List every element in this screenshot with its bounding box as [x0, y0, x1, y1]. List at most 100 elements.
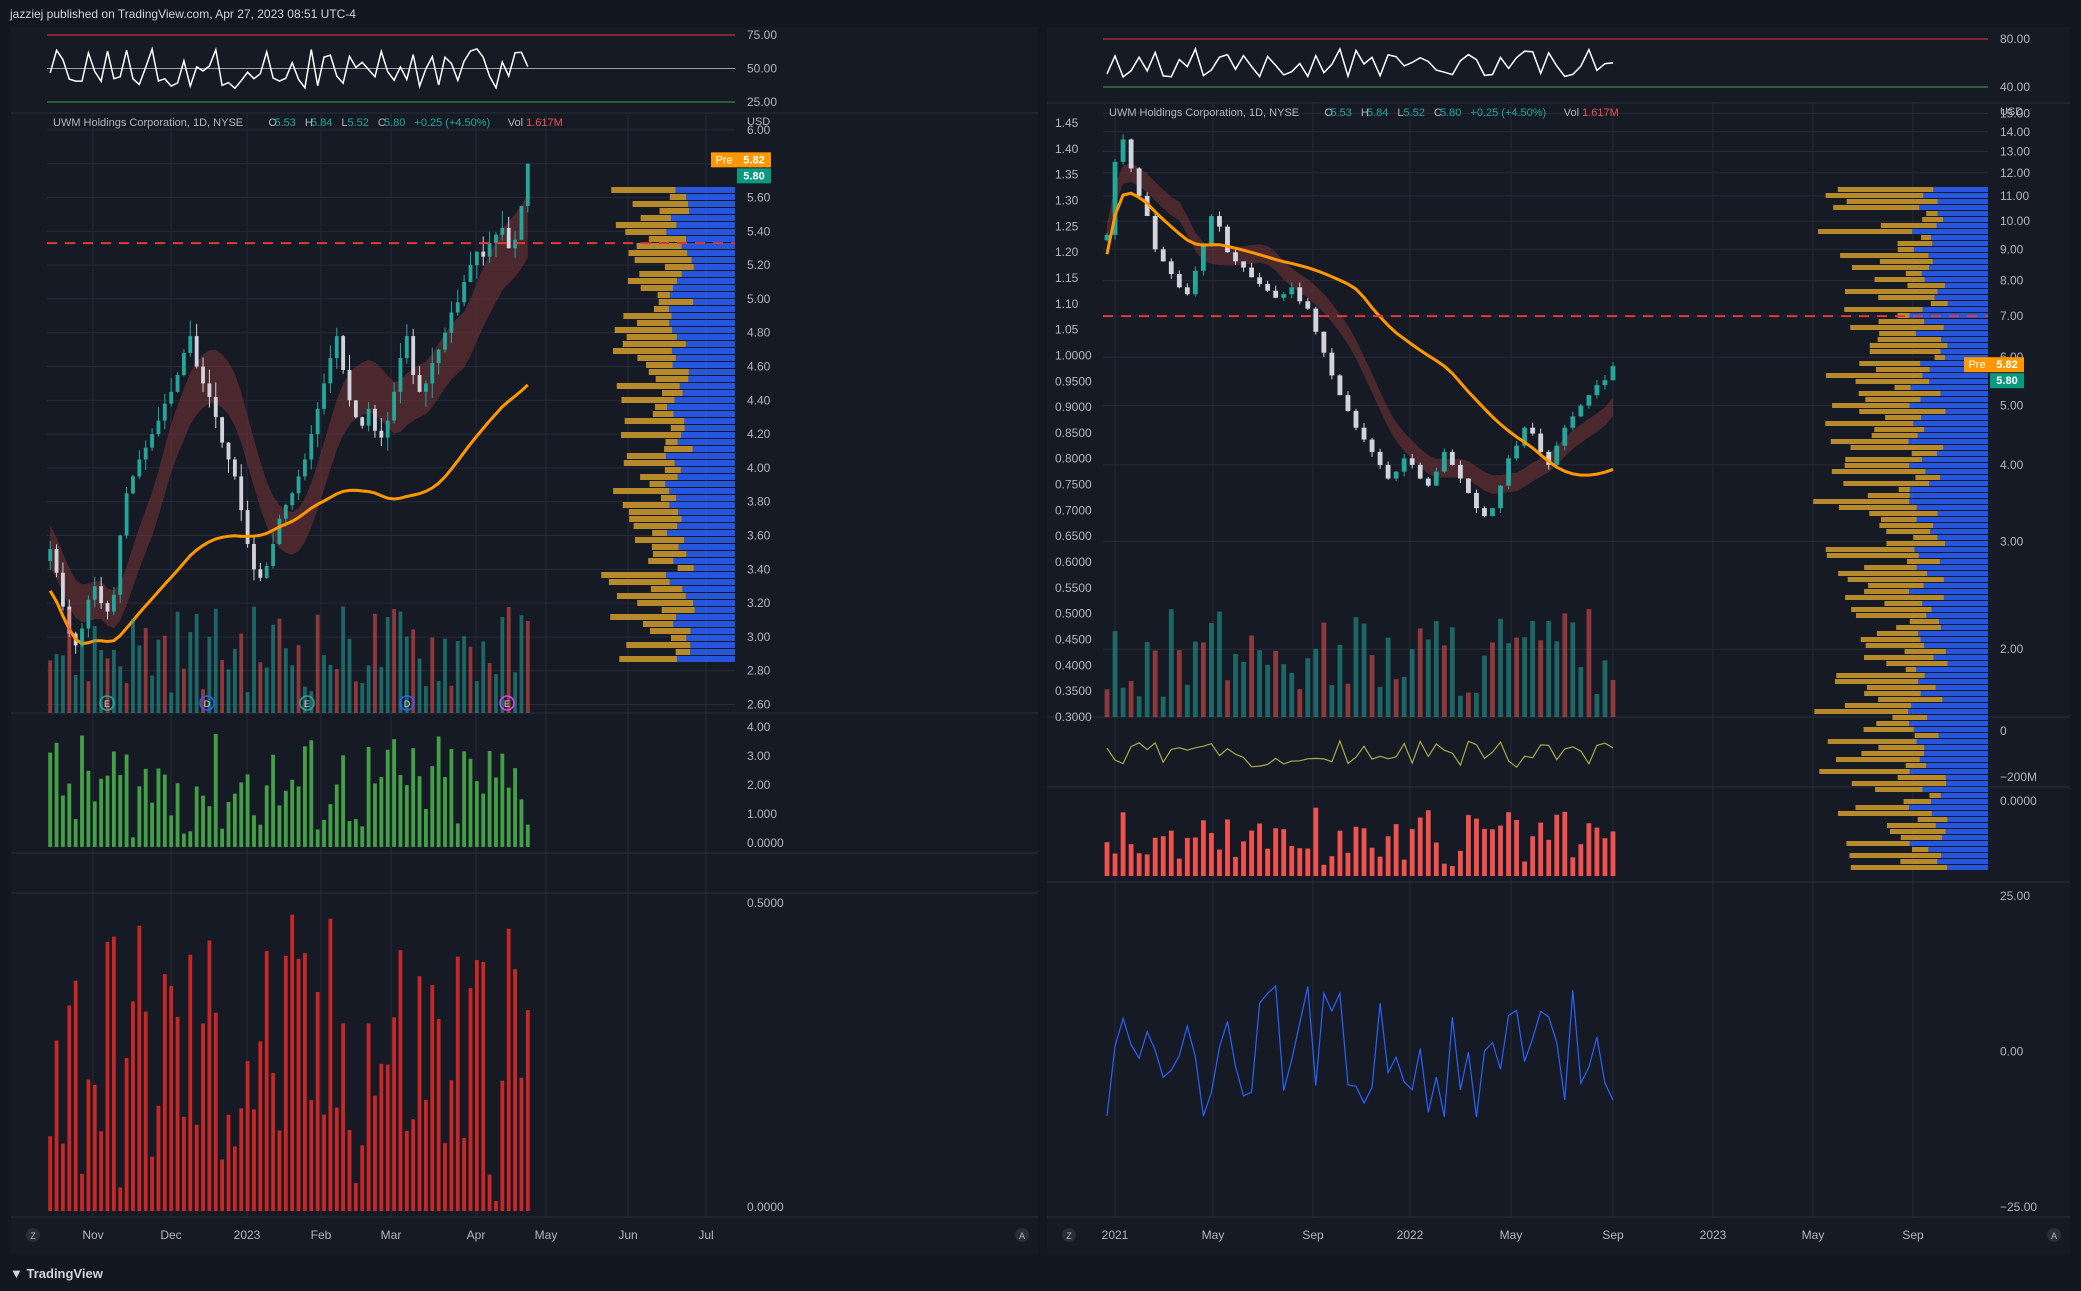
volume-profile-bar [1920, 361, 1988, 366]
left-chart-panel[interactable]: Nov Dec 2023 Feb Mar Apr May Jun Jul 6.00 5.80 5.60… [11, 27, 1038, 1255]
indicator-bar [1120, 812, 1126, 876]
volume-bar [194, 613, 199, 713]
price-tick-label: 3.80 [747, 495, 771, 509]
volume-profile-bar [1840, 253, 1929, 258]
volume-profile-bar [1937, 859, 1988, 864]
candle-body [1353, 410, 1359, 428]
indicator-bar [175, 1016, 180, 1211]
volume-bar [213, 608, 218, 713]
volume-profile-bar [1909, 499, 1988, 504]
indicator-bar [1474, 818, 1479, 876]
volume-profile-bar [612, 348, 672, 354]
volume-profile-bar [693, 264, 735, 270]
legend-open: 5.53 [275, 117, 296, 129]
price-tag-value: 5.82 [1996, 359, 2017, 371]
indicator-bar [54, 742, 59, 847]
zoom-button-label: Z [30, 1231, 36, 1241]
volume-profile-bar [686, 635, 735, 641]
indicator-bar [54, 1040, 59, 1211]
volume-profile-bar [1925, 469, 1988, 474]
volume-profile-bar [1922, 307, 1988, 312]
volume-profile-bar [640, 215, 671, 221]
candle-body [1184, 287, 1190, 295]
indicator-bar [1241, 841, 1246, 876]
indicator-bar [80, 1173, 84, 1211]
indicator-bar [137, 925, 142, 1211]
price-tick-label: 3.40 [747, 562, 771, 576]
indicator-bar [105, 775, 110, 847]
indicator-bar [80, 735, 84, 847]
volume-bar [1152, 650, 1158, 717]
left-chart-svg[interactable]: Nov Dec 2023 Feb Mar Apr May Jun Jul 6.00 5.80 5.60… [11, 27, 1038, 1255]
price-tag-box [1990, 373, 2024, 389]
candle-body [443, 332, 447, 350]
candle-body [264, 565, 269, 578]
volume-profile-bar [1826, 373, 1923, 378]
volume-profile-bar [677, 656, 735, 662]
indicator-bar [506, 928, 511, 1211]
volume-profile-bar [1843, 481, 1930, 486]
indicator-bar [1249, 830, 1254, 876]
price-tick-label: 2.80 [747, 664, 771, 678]
volume-profile-bar [1879, 523, 1933, 528]
volume-bar [385, 617, 390, 713]
price-tick-label: 14.00 [2000, 125, 2030, 139]
indicator-bar [118, 775, 123, 847]
candle-body [303, 459, 307, 477]
volume-profile-bar [1894, 385, 1911, 390]
left-scale-tick: 1.45 [1055, 116, 1079, 130]
price-tag-value: 5.80 [743, 170, 764, 182]
volume-profile-bar [636, 243, 682, 249]
volume-bar [1289, 672, 1295, 717]
left-scale-tick: 0.5000 [1055, 607, 1092, 621]
right-chart-svg[interactable]: 2021 May Sep 2022 May Sep 2023 May Sep 15.00 14.00… [1047, 27, 2070, 1255]
volume-bar [118, 666, 123, 713]
volume-profile-bar [664, 446, 693, 452]
indicator-bar [99, 1131, 104, 1211]
indicator-bar [334, 1107, 339, 1211]
indicator-bar [462, 751, 467, 847]
volume-profile-bar [1876, 631, 1919, 636]
volume-profile-bar [649, 628, 691, 634]
left-scale-tick: 1.35 [1055, 168, 1079, 182]
volume-profile-bar [1918, 631, 1988, 636]
volume-profile-bar [653, 306, 670, 312]
candle-body [1417, 464, 1423, 479]
volume-profile-bar [673, 411, 735, 417]
volume-profile-bar [1941, 835, 1988, 840]
volume-profile-bar [1932, 241, 1988, 246]
candle-body [1112, 161, 1118, 235]
volume-profile-bar [664, 467, 681, 473]
volume-profile-bar [1869, 511, 1938, 516]
currency-label: USD [747, 116, 770, 128]
volume-profile-bar [693, 600, 735, 606]
price-tick-label: 4.80 [747, 326, 771, 340]
indicator-bar [334, 784, 339, 847]
volume-profile-bar [1833, 205, 1920, 210]
rsi-line [1106, 46, 1614, 79]
right-chart-panel[interactable]: 2021 May Sep 2022 May Sep 2023 May Sep 15.00 14.00… [1047, 27, 2070, 1255]
candle-body [1554, 445, 1560, 465]
volume-profile-bar [1927, 571, 1988, 576]
candle-body [1345, 395, 1351, 411]
candle-body [105, 603, 110, 612]
indicator-bar [392, 1017, 396, 1211]
volume-profile-bar [1905, 763, 1927, 768]
volume-profile-bar [637, 355, 676, 361]
candle-body [1449, 451, 1455, 465]
volume-bar [1602, 660, 1608, 717]
indicator-bar [1482, 828, 1487, 876]
volume-profile-bar [1922, 373, 1988, 378]
candle-body [328, 358, 333, 384]
volume-profile-bar [1943, 577, 1988, 582]
indicator-bar [1578, 844, 1584, 876]
volume-profile-bar [1838, 505, 1917, 510]
volume-profile-bar [1924, 319, 1988, 324]
volume-profile-bar [1844, 703, 1912, 708]
volume-profile-bar [657, 292, 670, 298]
candle-body [1337, 375, 1343, 396]
volume-profile-bar [672, 285, 735, 291]
indicator-bar [455, 823, 460, 847]
candle-body [1482, 508, 1487, 517]
volume-profile-bar [673, 558, 735, 564]
